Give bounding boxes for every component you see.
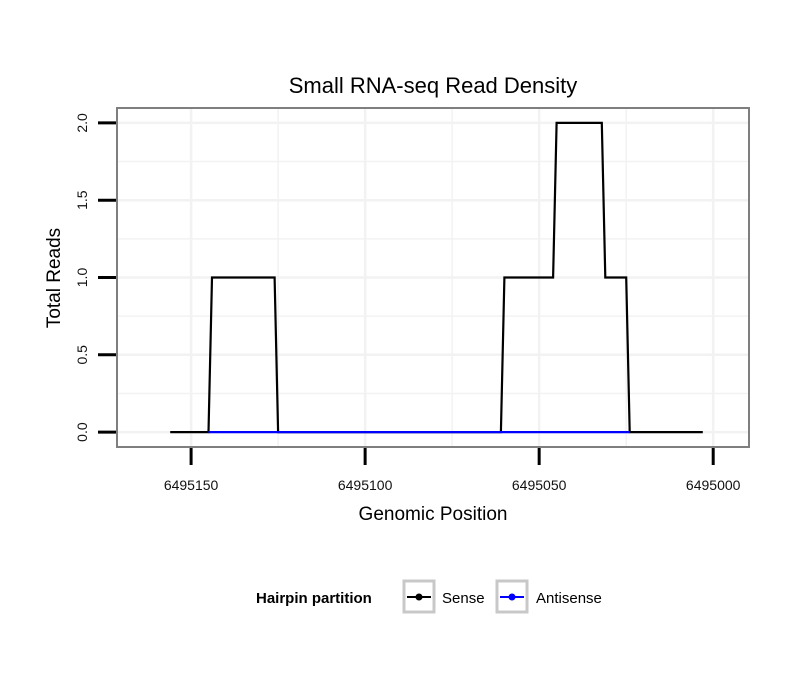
- x-tick-label: 6495100: [338, 477, 393, 493]
- y-axis-label: Total Reads: [44, 228, 65, 328]
- legend-key-sense-dot: [415, 593, 423, 601]
- grid: [118, 109, 748, 446]
- y-tick-label: 1.5: [74, 190, 90, 210]
- y-tick-label: 1.0: [74, 268, 90, 288]
- chart-title: Small RNA-seq Read Density: [289, 73, 578, 98]
- legend-label-sense: Sense: [442, 590, 485, 607]
- x-tick-label: 6495150: [164, 477, 219, 493]
- legend-title: Hairpin partition: [256, 590, 372, 607]
- y-tick-label: 2.0: [74, 113, 90, 133]
- x-tick-label: 6495000: [686, 477, 741, 493]
- x-axis-ticks: 6495150 6495100 6495050 6495000: [164, 448, 741, 493]
- legend: Hairpin partition Sense Antisense: [256, 579, 602, 614]
- series-group: [170, 121, 703, 434]
- series-line-sense: [170, 121, 703, 434]
- y-tick-label: 0.5: [74, 345, 90, 365]
- x-tick-label: 6495050: [512, 477, 567, 493]
- x-axis-label: Genomic Position: [359, 504, 508, 525]
- plot-panel-border: [116, 107, 750, 448]
- legend-key-antisense-dot: [508, 593, 516, 601]
- y-axis-ticks: 0.0 0.5 1.0 1.5 2.0: [74, 113, 116, 442]
- y-tick-label: 0.0: [74, 422, 90, 442]
- legend-label-antisense: Antisense: [536, 590, 602, 607]
